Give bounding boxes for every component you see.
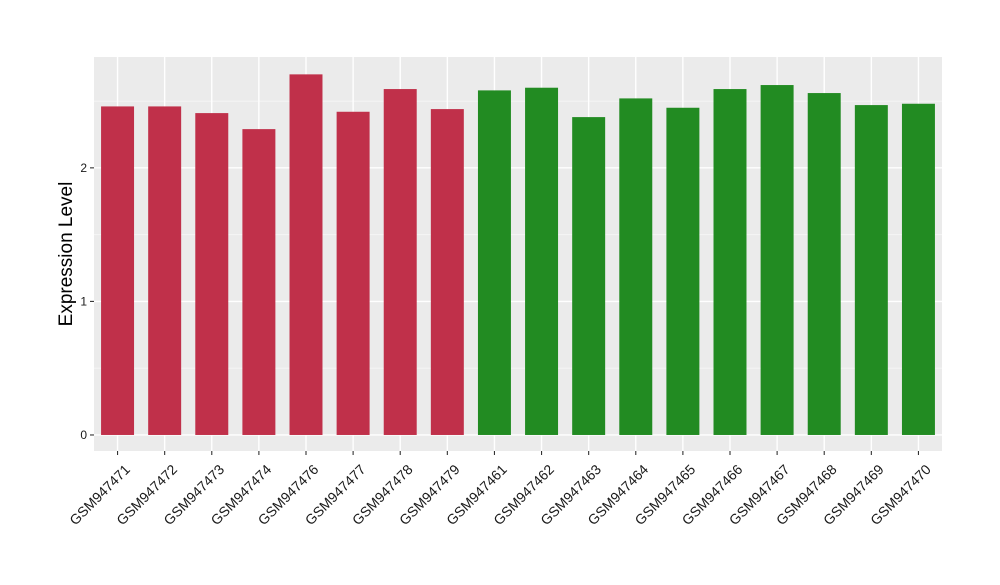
bar bbox=[336, 111, 370, 435]
bar bbox=[619, 98, 653, 435]
y-axis: 0 1 2 bbox=[80, 161, 94, 442]
y-axis-label: Expression Level bbox=[56, 182, 77, 327]
bar bbox=[477, 90, 511, 435]
bar bbox=[854, 105, 888, 435]
bar bbox=[572, 117, 606, 435]
bar bbox=[713, 89, 747, 435]
bar bbox=[383, 89, 417, 435]
bar bbox=[901, 103, 935, 435]
bar bbox=[430, 109, 464, 435]
bar bbox=[195, 113, 229, 435]
bars bbox=[101, 74, 935, 435]
y-tick-label: 2 bbox=[80, 161, 87, 175]
bar bbox=[242, 129, 276, 435]
bar bbox=[525, 87, 559, 435]
bar bbox=[289, 74, 323, 435]
bar bbox=[148, 106, 182, 435]
bar bbox=[101, 106, 135, 435]
y-tick-label: 0 bbox=[80, 428, 87, 442]
plot-panel bbox=[94, 57, 942, 451]
y-tick-label: 1 bbox=[80, 294, 87, 308]
bar bbox=[666, 107, 700, 435]
bar bbox=[760, 85, 794, 435]
bar bbox=[807, 93, 841, 435]
x-axis: GSM947471GSM947472GSM947473GSM947474GSM9… bbox=[66, 451, 934, 528]
